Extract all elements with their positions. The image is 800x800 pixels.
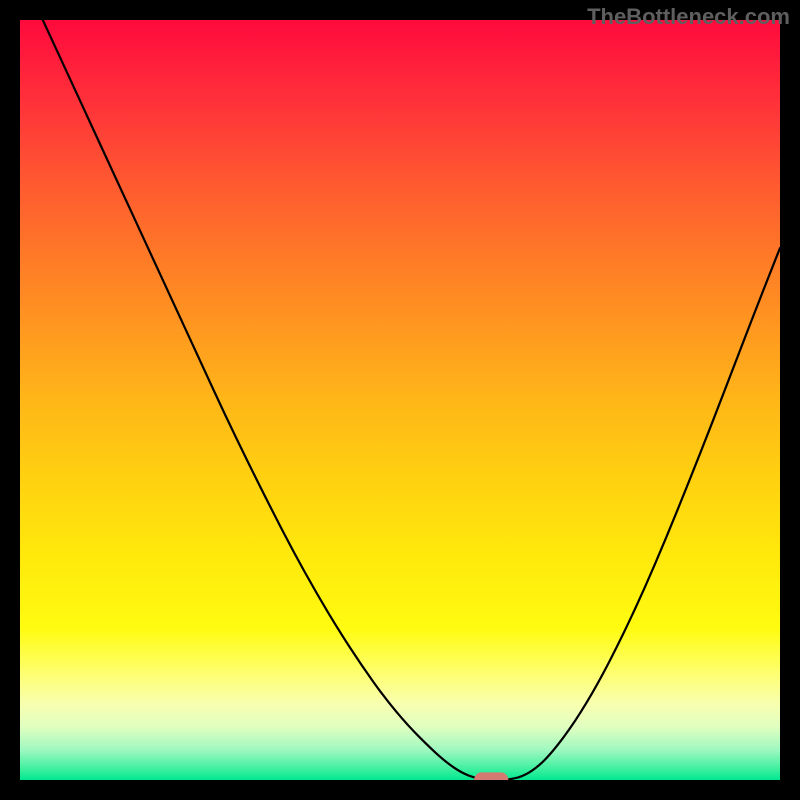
plot-area <box>20 20 780 780</box>
bottleneck-chart-svg <box>20 20 780 780</box>
chart-background <box>20 20 780 780</box>
watermark-label: TheBottleneck.com <box>587 4 790 30</box>
sweet-spot-marker <box>474 772 508 780</box>
chart-frame: TheBottleneck.com <box>0 0 800 800</box>
